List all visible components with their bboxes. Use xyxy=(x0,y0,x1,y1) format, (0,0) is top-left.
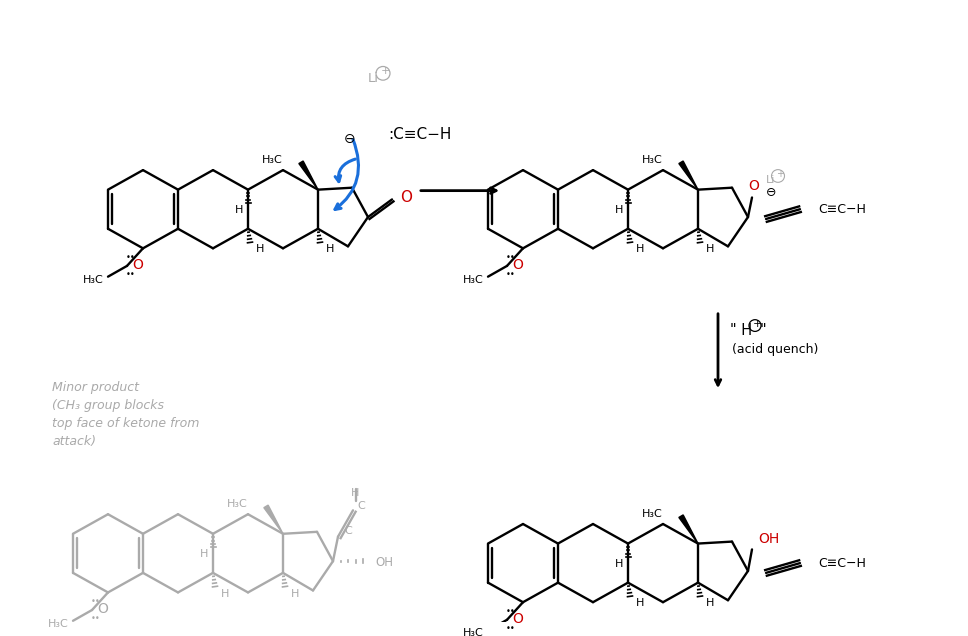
Text: ⊖: ⊖ xyxy=(766,186,776,199)
Text: H₃C: H₃C xyxy=(227,499,248,509)
Text: ••: •• xyxy=(506,607,516,616)
Text: +: + xyxy=(381,66,390,76)
Text: ••: •• xyxy=(506,624,516,633)
Text: O: O xyxy=(400,190,412,205)
Text: H: H xyxy=(234,205,243,216)
Text: O: O xyxy=(132,258,143,272)
Text: H: H xyxy=(615,559,623,569)
Text: H₃C: H₃C xyxy=(464,628,484,636)
Text: H₃C: H₃C xyxy=(83,275,104,284)
Text: C≡C−H: C≡C−H xyxy=(818,203,865,216)
Text: H: H xyxy=(636,244,645,254)
Text: H: H xyxy=(256,244,264,254)
Text: O: O xyxy=(97,602,107,616)
Text: ••: •• xyxy=(126,252,136,261)
Text: O: O xyxy=(512,612,523,626)
Text: " H: " H xyxy=(730,323,752,338)
Polygon shape xyxy=(679,161,698,190)
Text: ••: •• xyxy=(126,270,136,279)
Text: H: H xyxy=(706,244,714,254)
Text: H₃C: H₃C xyxy=(642,509,663,519)
Polygon shape xyxy=(299,161,318,190)
Text: H: H xyxy=(615,205,623,216)
Text: ": " xyxy=(760,323,767,338)
Text: +: + xyxy=(776,169,784,179)
Text: H: H xyxy=(199,550,208,560)
Text: ⊖: ⊖ xyxy=(345,132,356,146)
Text: OH: OH xyxy=(758,532,779,546)
Text: C≡C−H: C≡C−H xyxy=(818,556,865,570)
Text: (acid quench): (acid quench) xyxy=(732,343,818,357)
Polygon shape xyxy=(679,515,698,544)
Text: ••: •• xyxy=(506,252,516,261)
Text: H₃C: H₃C xyxy=(262,155,283,165)
Text: H: H xyxy=(350,488,359,498)
Text: O: O xyxy=(512,258,523,272)
Text: ••: •• xyxy=(91,597,101,605)
Text: H₃C: H₃C xyxy=(642,155,663,165)
Text: O: O xyxy=(748,179,760,193)
Text: ••: •• xyxy=(91,614,101,623)
Text: Minor product
(CH₃ group blocks
top face of ketone from
attack): Minor product (CH₃ group blocks top face… xyxy=(52,381,199,448)
Text: :C≡C−H: :C≡C−H xyxy=(388,127,451,142)
Text: OH: OH xyxy=(375,556,393,569)
Text: H: H xyxy=(706,598,714,608)
Text: H₃C: H₃C xyxy=(464,275,484,284)
Text: H: H xyxy=(221,588,229,598)
Text: H: H xyxy=(326,244,334,254)
Polygon shape xyxy=(264,505,283,534)
Text: H: H xyxy=(291,588,299,598)
Text: +: + xyxy=(753,319,763,329)
Text: Li: Li xyxy=(368,72,378,85)
Text: Li: Li xyxy=(766,175,775,185)
Text: C: C xyxy=(357,501,365,511)
Text: ••: •• xyxy=(506,270,516,279)
Text: H₃C: H₃C xyxy=(48,619,69,629)
Text: C: C xyxy=(344,526,351,536)
Text: H: H xyxy=(636,598,645,608)
